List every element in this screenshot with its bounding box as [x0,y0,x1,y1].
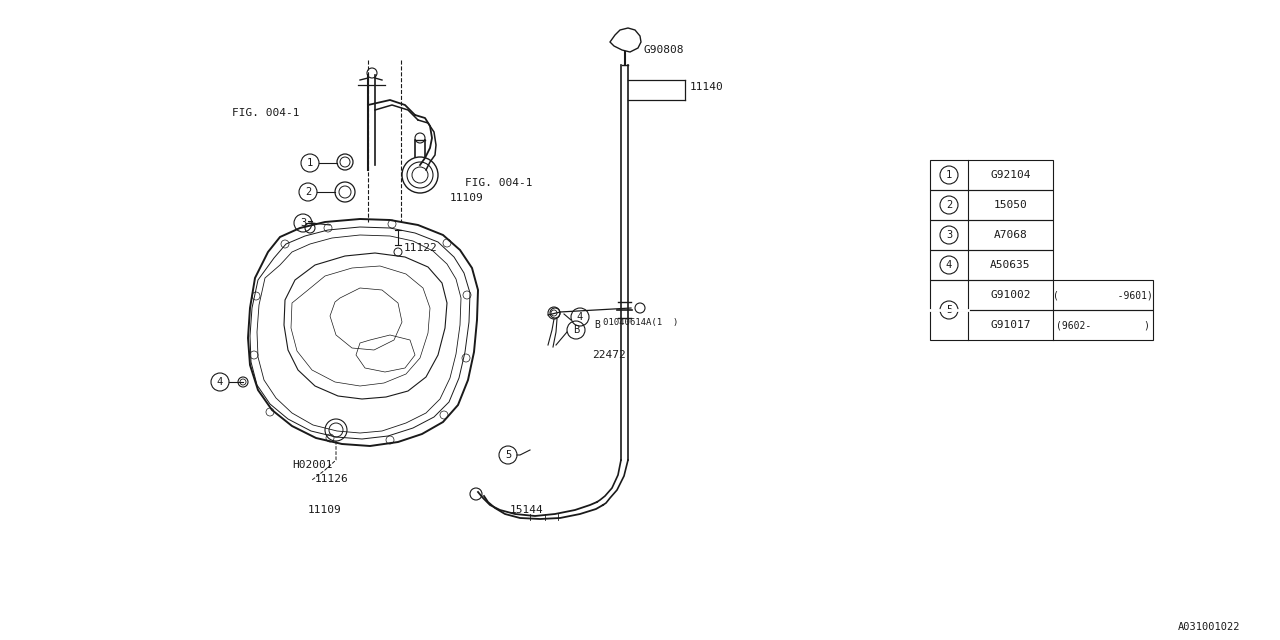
Text: (          -9601): ( -9601) [1053,290,1153,300]
Text: 5: 5 [504,450,511,460]
Bar [931,160,1053,190]
Text: A031001022: A031001022 [1178,622,1240,632]
Text: G90808: G90808 [644,45,685,55]
Text: 01040614A(1  ): 01040614A(1 ) [603,319,678,328]
Text: 1: 1 [946,170,952,180]
Text: 11126: 11126 [315,474,348,484]
Text: 11109: 11109 [451,193,484,203]
Text: 22472: 22472 [591,350,626,360]
Text: 4: 4 [577,312,584,322]
Text: 15050: 15050 [993,200,1028,210]
Text: G91017: G91017 [991,320,1030,330]
Bar [931,250,1053,280]
Text: 3: 3 [946,230,952,240]
Text: 3: 3 [300,218,306,228]
Text: B: B [594,320,600,330]
Text: H02001: H02001 [292,460,333,470]
Bar [931,220,1053,250]
Text: FIG. 004-1: FIG. 004-1 [232,108,300,118]
Text: FIG. 004-1: FIG. 004-1 [465,178,532,188]
Text: 11122: 11122 [404,243,438,253]
Text: 5: 5 [946,305,952,315]
Text: (9602-         ): (9602- ) [1056,320,1149,330]
Text: G91002: G91002 [991,290,1030,300]
Text: 4: 4 [216,377,223,387]
Text: 15144: 15144 [509,505,544,515]
Text: 4: 4 [946,260,952,270]
Text: 1: 1 [307,158,314,168]
Bar [931,280,1153,310]
Text: 11109: 11109 [308,505,342,515]
Text: G92104: G92104 [991,170,1030,180]
Text: 2: 2 [305,187,311,197]
Text: B: B [573,325,579,335]
Text: A50635: A50635 [991,260,1030,270]
Bar [931,310,1153,340]
Text: A7068: A7068 [993,230,1028,240]
Bar [931,190,1053,220]
Text: 11140: 11140 [690,82,723,92]
Text: 2: 2 [946,200,952,210]
